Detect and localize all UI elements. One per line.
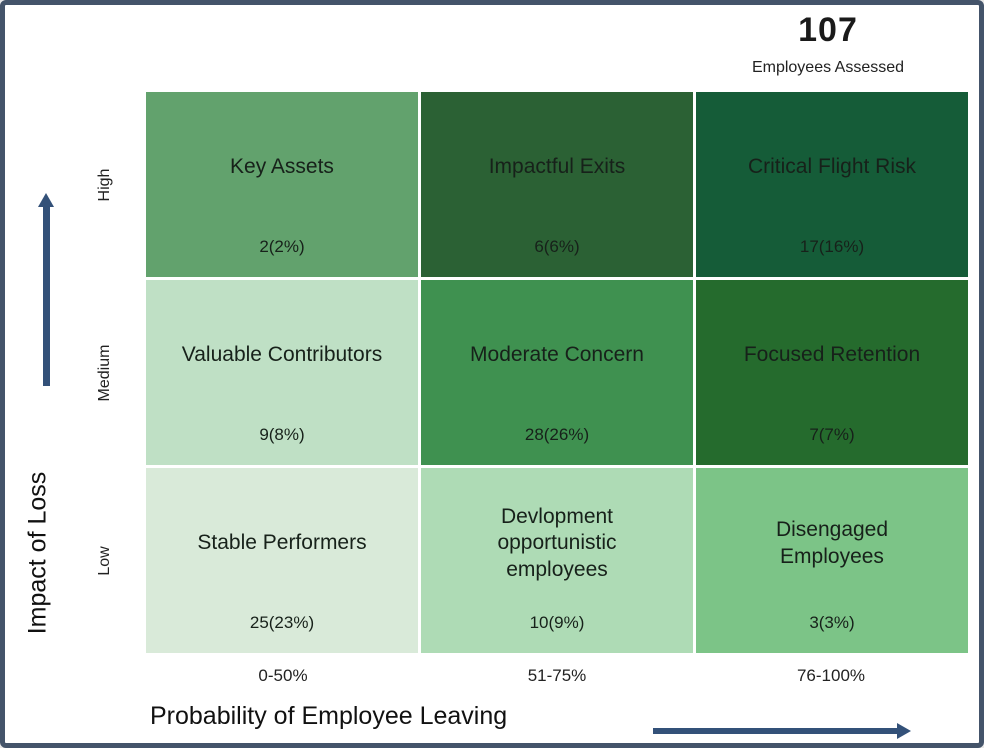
x-axis-label-76-100: 76-100% [796, 666, 866, 685]
x-axis-labels: 0-50% 51-75% 76-100% [146, 666, 968, 686]
cell-value: 6(6%) [534, 237, 580, 256]
cell-title: Devlopment opportunistic employees [497, 505, 617, 581]
x-axis-label-51-75: 51-75% [527, 666, 587, 685]
y-axis-title: Impact of Loss [23, 471, 52, 635]
cell-title: Key Assets [230, 155, 334, 179]
cell-moderate-concern[interactable]: Moderate Concern 28(26%) [421, 280, 693, 465]
cell-focused-retention[interactable]: Focused Retention 7(7%) [696, 280, 968, 465]
cell-critical-flight-risk[interactable]: Critical Flight Risk 17(16%) [696, 92, 968, 277]
cell-value: 2(2%) [259, 237, 305, 256]
cell-title: Impactful Exits [488, 155, 626, 179]
cell-title: Valuable Contributors [181, 343, 383, 367]
cell-development-opportunistic-employees[interactable]: Devlopment opportunistic employees 10(9%… [421, 468, 693, 653]
total-subtitle: Employees Assessed [751, 59, 905, 76]
y-axis-label-high: High [96, 168, 113, 202]
cell-key-assets[interactable]: Key Assets 2(2%) [146, 92, 418, 277]
cell-title: Moderate Concern [470, 343, 644, 367]
cell-title: Critical Flight Risk [747, 155, 917, 179]
cell-value: 7(7%) [809, 425, 855, 444]
cell-valuable-contributors[interactable]: Valuable Contributors 9(8%) [146, 280, 418, 465]
y-axis-label-medium: Medium [96, 344, 113, 402]
cell-value: 9(8%) [259, 425, 305, 444]
cell-value: 3(3%) [809, 613, 855, 632]
cell-impactful-exits[interactable]: Impactful Exits 6(6%) [421, 92, 693, 277]
cell-title: Stable Performers [197, 531, 367, 555]
cell-value: 25(23%) [249, 613, 315, 632]
x-axis-label-0-50: 0-50% [258, 666, 308, 685]
cell-disengaged-employees[interactable]: Disengaged Employees 3(3%) [696, 468, 968, 653]
y-axis-arrow-up-icon [38, 193, 54, 386]
cell-value: 10(9%) [529, 613, 585, 632]
matrix-grid: Key Assets 2(2%) Impactful Exits 6(6%) C… [146, 92, 968, 653]
cell-title: Disengaged Employees [775, 518, 889, 568]
total-count: 107 [798, 11, 858, 49]
cell-title: Focused Retention [743, 343, 921, 367]
cell-stable-performers[interactable]: Stable Performers 25(23%) [146, 468, 418, 653]
y-axis-label-low: Low [96, 546, 113, 576]
x-axis-title: Probability of Employee Leaving [150, 702, 508, 730]
cell-value: 28(26%) [524, 425, 590, 444]
header-summary: 107 Employees Assessed [685, 11, 971, 77]
cell-value: 17(16%) [799, 237, 865, 256]
x-axis-arrow-right-icon [653, 723, 911, 739]
